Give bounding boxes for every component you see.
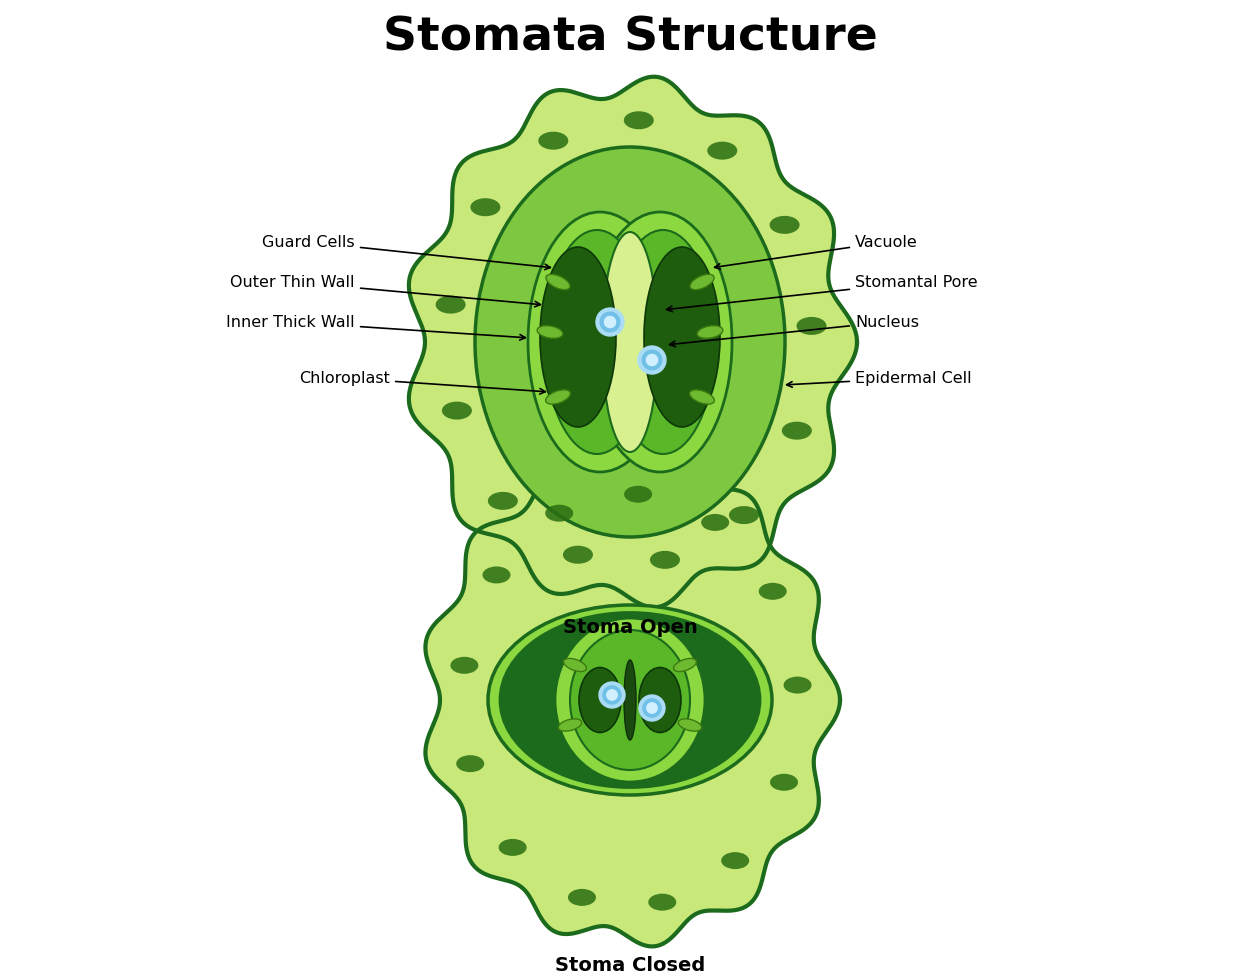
Text: Inner Thick Wall: Inner Thick Wall: [227, 315, 525, 340]
Ellipse shape: [770, 216, 800, 234]
Ellipse shape: [546, 230, 649, 454]
Ellipse shape: [678, 719, 702, 731]
Ellipse shape: [674, 659, 697, 671]
Ellipse shape: [796, 317, 827, 335]
Circle shape: [643, 350, 662, 369]
Ellipse shape: [782, 421, 811, 440]
Polygon shape: [408, 76, 857, 608]
Text: Stomata Structure: Stomata Structure: [383, 16, 877, 61]
Ellipse shape: [563, 659, 586, 671]
Circle shape: [646, 703, 658, 713]
Ellipse shape: [450, 657, 479, 674]
Ellipse shape: [546, 505, 573, 521]
Ellipse shape: [436, 296, 466, 314]
Ellipse shape: [528, 212, 672, 472]
Ellipse shape: [499, 839, 527, 856]
Circle shape: [602, 686, 621, 704]
Circle shape: [596, 308, 624, 336]
Ellipse shape: [649, 894, 677, 910]
Ellipse shape: [730, 506, 759, 524]
Ellipse shape: [602, 232, 658, 452]
Ellipse shape: [538, 131, 568, 150]
Text: Stomantal Pore: Stomantal Pore: [667, 274, 978, 312]
Ellipse shape: [570, 630, 690, 770]
Ellipse shape: [488, 492, 518, 510]
Ellipse shape: [537, 325, 563, 338]
Text: Vacuole: Vacuole: [714, 234, 917, 270]
Ellipse shape: [644, 247, 719, 427]
Ellipse shape: [650, 551, 680, 568]
Ellipse shape: [558, 719, 582, 731]
Ellipse shape: [554, 618, 706, 782]
Ellipse shape: [546, 274, 570, 290]
Circle shape: [607, 690, 617, 700]
Ellipse shape: [759, 583, 786, 600]
Ellipse shape: [624, 112, 654, 129]
Circle shape: [638, 346, 667, 374]
Polygon shape: [426, 454, 840, 947]
Ellipse shape: [611, 230, 714, 454]
Ellipse shape: [770, 774, 798, 791]
Ellipse shape: [689, 390, 714, 404]
Circle shape: [605, 317, 616, 327]
Ellipse shape: [624, 660, 636, 740]
Circle shape: [639, 695, 665, 721]
Ellipse shape: [541, 247, 616, 427]
Ellipse shape: [456, 756, 484, 772]
Text: Outer Thin Wall: Outer Thin Wall: [231, 274, 541, 307]
Ellipse shape: [500, 612, 760, 788]
Ellipse shape: [624, 486, 653, 503]
Ellipse shape: [442, 402, 472, 419]
Ellipse shape: [721, 853, 750, 869]
Ellipse shape: [475, 147, 785, 537]
Ellipse shape: [470, 198, 500, 217]
Text: Chloroplast: Chloroplast: [299, 370, 546, 394]
Ellipse shape: [690, 274, 714, 290]
Ellipse shape: [580, 667, 621, 732]
Ellipse shape: [701, 514, 730, 531]
Ellipse shape: [588, 212, 732, 472]
Circle shape: [600, 313, 620, 332]
Ellipse shape: [784, 676, 811, 694]
Text: Nucleus: Nucleus: [669, 315, 919, 347]
Ellipse shape: [546, 390, 571, 404]
Circle shape: [643, 699, 662, 717]
Ellipse shape: [707, 142, 737, 160]
Ellipse shape: [483, 566, 510, 583]
Text: Stoma Open: Stoma Open: [563, 617, 697, 636]
Text: Stoma Closed: Stoma Closed: [554, 956, 706, 974]
Circle shape: [646, 355, 658, 366]
Ellipse shape: [568, 889, 596, 906]
Ellipse shape: [488, 605, 772, 795]
Ellipse shape: [563, 546, 593, 563]
Text: Guard Cells: Guard Cells: [262, 234, 551, 270]
Ellipse shape: [639, 667, 680, 732]
Ellipse shape: [697, 325, 723, 338]
Circle shape: [598, 682, 625, 708]
Text: Epidermal Cell: Epidermal Cell: [786, 370, 971, 387]
